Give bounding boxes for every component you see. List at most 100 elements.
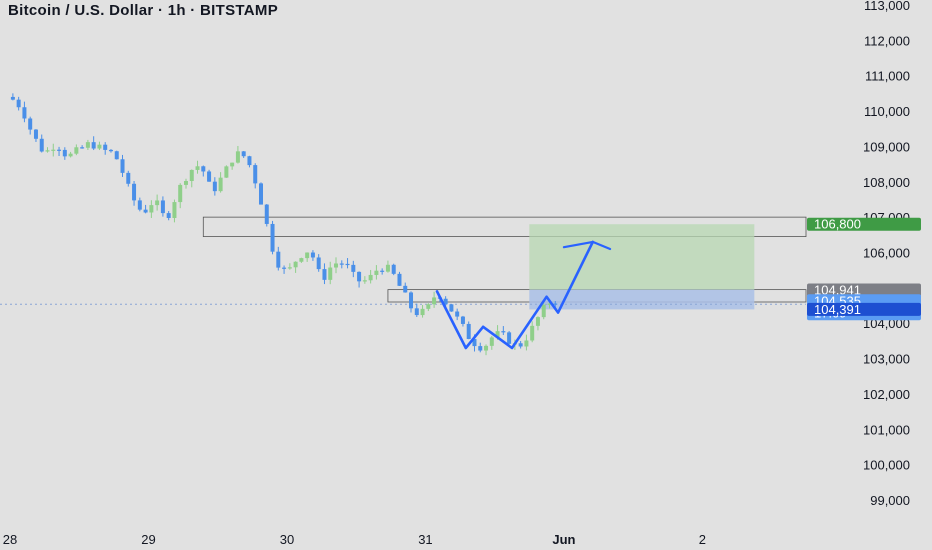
candle-body: [108, 149, 113, 152]
candle-body: [235, 151, 240, 163]
upper-resistance-box: [202, 216, 807, 237]
candle-body: [460, 316, 465, 324]
candle-body: [45, 150, 50, 152]
candle-body: [322, 269, 327, 280]
candle-body: [207, 171, 212, 182]
candle-body: [507, 332, 512, 344]
candle-body: [97, 144, 102, 149]
candle-body: [530, 325, 535, 341]
y-tick-label: 103,000: [863, 352, 910, 367]
candle-body: [432, 297, 437, 305]
x-tick-label: 30: [280, 532, 294, 547]
candle-body: [351, 264, 356, 272]
price-tag-label: 106,800: [814, 217, 861, 232]
candle-body: [426, 304, 431, 309]
candle-body: [339, 263, 344, 265]
candle-body: [328, 267, 333, 280]
candle-body: [466, 323, 471, 340]
candle-body: [39, 138, 44, 152]
price-tag-bg: [807, 283, 921, 297]
y-tick-label: 108,000: [863, 175, 910, 190]
candle-body: [241, 151, 246, 157]
x-tick-label: Jun: [552, 532, 575, 547]
candle-body: [455, 311, 460, 317]
candle-body: [316, 257, 321, 270]
zones-layer: [202, 216, 807, 310]
candle-body: [91, 142, 96, 149]
candle-body: [287, 267, 292, 269]
candle-body: [414, 308, 419, 316]
candle-body: [449, 304, 454, 312]
candle-body: [120, 159, 125, 173]
candle-body: [299, 258, 304, 262]
y-tick-label: 111,000: [865, 69, 910, 84]
candle-body: [68, 153, 73, 157]
price-tag-bg: [807, 302, 921, 316]
x-tick-label: 29: [141, 532, 155, 547]
symbol-title: Bitcoin / U.S. Dollar · 1h · BITSTAMP: [8, 2, 278, 19]
candle-body: [334, 263, 339, 268]
candle-body: [472, 339, 477, 347]
x-tick-label: 2: [699, 532, 706, 547]
candle-body: [385, 264, 390, 272]
candle-body: [149, 205, 154, 213]
candle-body: [126, 172, 131, 184]
candle-body: [51, 149, 56, 151]
projection-path: [435, 240, 595, 350]
candle-body: [553, 303, 558, 305]
candle-body: [85, 142, 90, 148]
candle-body: [524, 340, 529, 347]
candle-body: [501, 331, 506, 333]
candle-body: [189, 169, 194, 182]
candle-body: [166, 213, 171, 218]
candle-body: [183, 181, 188, 185]
candle-body: [132, 183, 137, 201]
candle-body: [270, 223, 275, 252]
candle-body: [478, 346, 483, 351]
candle-body: [195, 166, 200, 170]
candle-body: [276, 251, 281, 268]
price-tag-label: 104,391: [814, 302, 861, 317]
candle-body: [74, 147, 79, 154]
candle-body: [253, 165, 258, 184]
candle-body: [178, 184, 183, 203]
candle-body: [484, 345, 489, 351]
candle-body: [143, 209, 148, 213]
candle-body: [137, 200, 142, 210]
y-tick-label: 101,000: [863, 422, 910, 437]
x-tick-label: 28: [3, 532, 17, 547]
y-tick-label: 106,000: [863, 246, 910, 261]
target-zone: [529, 224, 755, 290]
candle-body: [345, 263, 350, 266]
candle-body: [172, 202, 177, 218]
candle-body: [282, 267, 287, 269]
candle-body: [22, 107, 27, 119]
y-tick-label: 102,000: [863, 387, 910, 402]
candle-body: [518, 343, 523, 347]
candle-body: [380, 270, 385, 272]
candle-body: [409, 292, 414, 309]
candle-body: [247, 156, 252, 166]
candle-body: [230, 162, 235, 167]
projection-arrowhead: [562, 240, 612, 251]
y-tick-label: 100,000: [863, 458, 910, 473]
candle-body: [57, 149, 62, 151]
price-axis[interactable]: 99,000100,000101,000102,000103,000104,00…: [863, 0, 910, 508]
candle-body: [357, 271, 362, 282]
candle-body: [160, 200, 165, 214]
candle-body: [10, 96, 15, 100]
candle-body: [489, 337, 494, 346]
y-tick-label: 99,000: [870, 493, 910, 508]
candle-body: [420, 308, 425, 316]
candle-body: [224, 166, 229, 178]
candle-body: [443, 298, 448, 305]
candle-body: [403, 285, 408, 293]
candle-body: [495, 331, 500, 338]
projection-layer: [435, 240, 612, 350]
candle-body: [397, 273, 402, 286]
time-axis[interactable]: 28 29 30 31 Jun 2: [3, 532, 706, 547]
price-tag-bg: [807, 217, 921, 231]
candle-body: [305, 252, 310, 259]
